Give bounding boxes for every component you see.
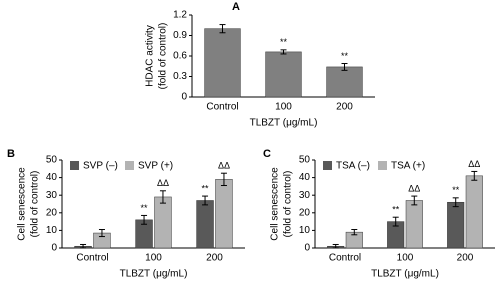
bar <box>405 200 423 249</box>
bar <box>204 28 241 98</box>
y-tick-label: 0 <box>304 243 310 254</box>
bar <box>154 196 172 249</box>
x-tick-label: 100 <box>145 253 162 264</box>
x-tick-label: 100 <box>397 253 414 264</box>
y-tick-label: 40 <box>299 172 311 183</box>
y-tick-label: 30 <box>46 190 58 201</box>
bar <box>265 51 302 98</box>
significance-label: ** <box>141 203 149 213</box>
significance-label: ΔΔ <box>408 183 420 193</box>
y-tick-label: 1.2 <box>173 10 187 21</box>
panel-label: C <box>263 148 271 160</box>
legend-swatch <box>125 161 134 170</box>
y-axis-label: (fold of control) <box>283 171 294 238</box>
y-tick-label: 20 <box>46 207 58 218</box>
x-tick-label: 100 <box>275 102 292 113</box>
x-tick-label: 200 <box>206 253 223 264</box>
x-tick-label: Control <box>206 102 238 113</box>
y-tick-label: 0.9 <box>173 30 187 41</box>
x-tick-label: 200 <box>336 102 353 113</box>
y-tick-label: 0.3 <box>173 71 187 82</box>
x-tick-label: Control <box>329 253 361 264</box>
legend-label: SVP (+) <box>138 161 173 172</box>
significance-label: ** <box>341 51 349 61</box>
legend-swatch <box>70 161 79 170</box>
y-tick-label: 30 <box>299 190 311 201</box>
panel-label: B <box>7 148 15 160</box>
bar <box>465 175 483 249</box>
y-tick-label: 50 <box>299 155 311 166</box>
bar <box>447 201 465 249</box>
bar <box>196 200 214 249</box>
legend-swatch <box>323 161 332 170</box>
y-axis-label: (fold of control) <box>30 171 41 238</box>
significance-label: ΔΔ <box>468 159 480 169</box>
y-axis-label: Cell senescence <box>270 167 281 241</box>
legend-swatch <box>378 161 387 170</box>
y-tick-label: 10 <box>46 225 58 236</box>
legend-label: SVP (–) <box>83 161 118 172</box>
significance-label: ΔΔ <box>218 161 230 171</box>
x-axis-label: TLBZT (μg/mL) <box>120 269 188 280</box>
significance-label: ΔΔ <box>157 178 169 188</box>
bar <box>326 66 363 98</box>
y-axis-label: HDAC activity <box>145 25 156 87</box>
significance-label: ** <box>392 205 400 215</box>
y-axis-label: (fold of control) <box>158 23 169 90</box>
y-tick-label: 40 <box>46 172 58 183</box>
significance-label: ** <box>280 37 288 47</box>
y-tick-label: 0 <box>51 243 57 254</box>
y-tick-label: 0 <box>181 92 187 103</box>
significance-label: ** <box>202 183 210 193</box>
bar <box>215 179 233 249</box>
y-tick-label: 50 <box>46 155 58 166</box>
y-axis-label: Cell senescence <box>17 167 28 241</box>
y-tick-label: 20 <box>299 207 311 218</box>
significance-label: ** <box>452 185 460 195</box>
panel-label: A <box>232 1 240 13</box>
y-tick-label: 10 <box>299 225 311 236</box>
x-tick-label: 200 <box>457 253 474 264</box>
x-axis-label: TLBZT (μg/mL) <box>250 118 318 129</box>
legend-label: TSA (+) <box>391 161 425 172</box>
x-axis-label: TLBZT (μg/mL) <box>371 269 439 280</box>
y-tick-label: 0.6 <box>173 51 187 62</box>
legend-label: TSA (–) <box>336 161 370 172</box>
x-tick-label: Control <box>76 253 108 264</box>
